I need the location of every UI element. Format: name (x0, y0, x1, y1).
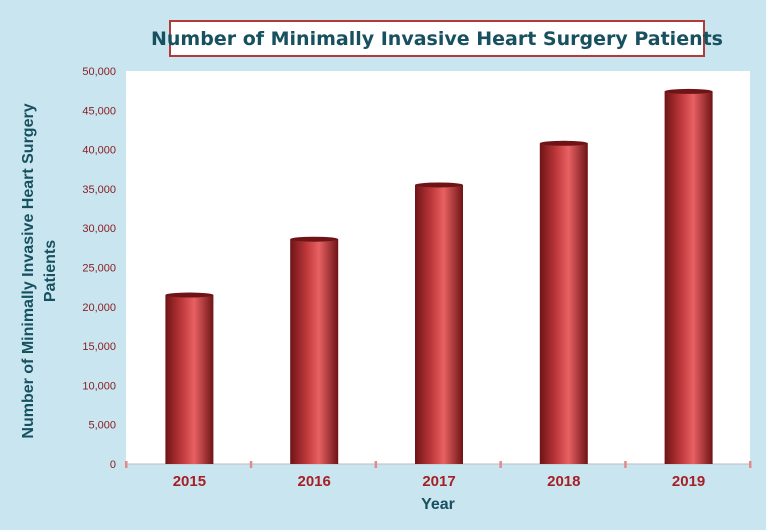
x-tick-label: 2019 (672, 473, 705, 490)
y-tick-label: 50,000 (82, 66, 116, 78)
bar-2019 (664, 91, 713, 464)
x-axis-title: Year (421, 496, 455, 513)
x-tick-label: 2017 (422, 473, 455, 490)
y-axis-title-line-1: Number of Minimally Invasive Heart Surge… (20, 103, 37, 438)
bar-top-2016 (290, 236, 339, 242)
x-tick-label: 2018 (547, 473, 580, 490)
y-tick-label: 10,000 (82, 380, 116, 392)
bars-group (165, 88, 713, 464)
x-axis-tick (374, 461, 378, 468)
x-axis-labels: 2015 2016 2017 2018 2019 (173, 473, 706, 490)
y-axis-ticks: 0 5,000 10,000 15,000 20,000 25,000 30,000 35,0… (82, 66, 116, 471)
bar-top-2015 (165, 292, 214, 298)
x-axis-tick (624, 461, 627, 468)
x-axis-tick (249, 461, 253, 468)
bar-2018 (539, 143, 588, 464)
y-tick-label: 40,000 (82, 145, 116, 157)
y-tick-label: 30,000 (82, 223, 116, 235)
bar-2015 (165, 295, 214, 464)
y-tick-label: 25,000 (82, 263, 116, 275)
chart-title: Number of Minimally Invasive Heart Surge… (151, 20, 723, 57)
y-tick-label: 15,000 (82, 341, 116, 353)
x-tick-label: 2016 (298, 473, 331, 490)
y-tick-label: 35,000 (82, 184, 116, 196)
bar-2017 (415, 184, 463, 464)
bar-top-2018 (539, 140, 588, 146)
x-axis-tick (749, 461, 752, 468)
y-tick-label: 45,000 (82, 105, 116, 117)
x-axis-tick (499, 461, 502, 468)
bar-2016 (290, 239, 339, 464)
bar-top-2019 (664, 88, 713, 94)
y-axis-title-line-2: Patients (42, 240, 59, 302)
y-tick-label: 20,000 (82, 302, 116, 314)
x-tick-label: 2015 (173, 473, 206, 490)
y-tick-label: 0 (110, 459, 116, 471)
x-axis-tick (125, 461, 128, 468)
y-tick-label: 5,000 (88, 420, 116, 432)
bar-top-2017 (415, 182, 463, 188)
x-axis-tick-marks (125, 461, 752, 468)
